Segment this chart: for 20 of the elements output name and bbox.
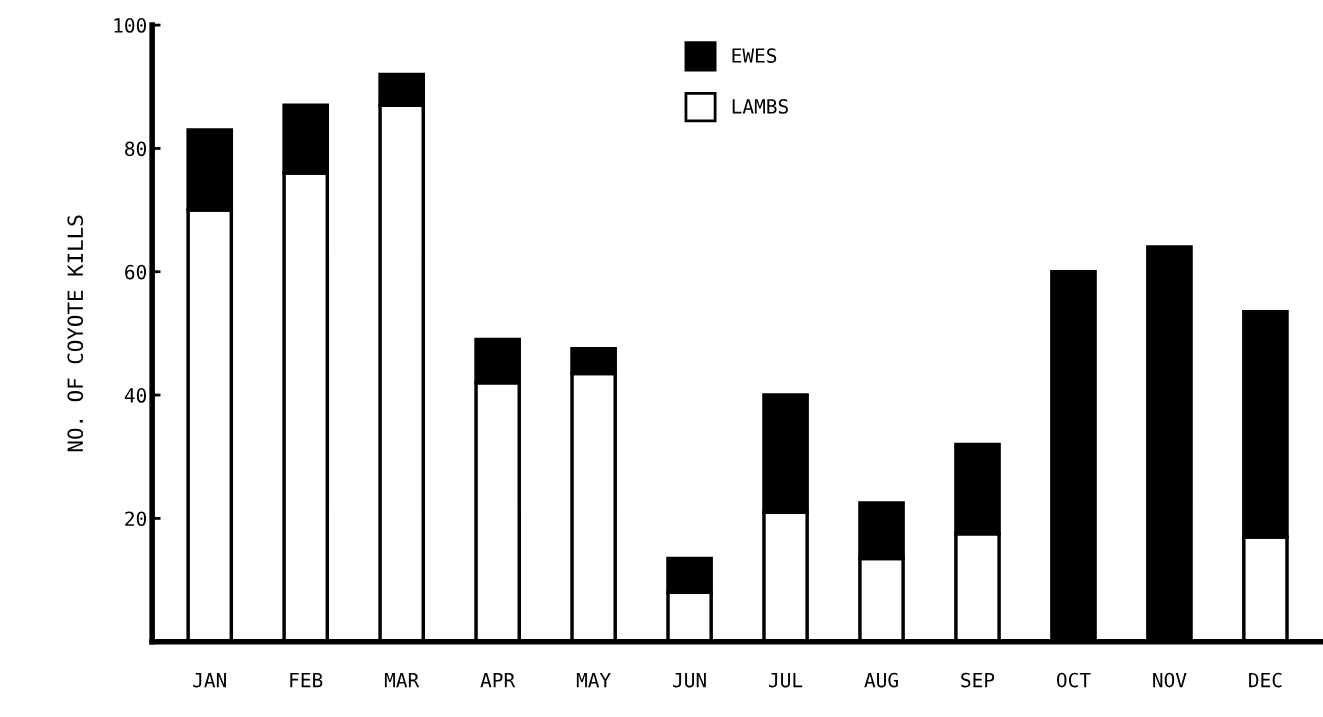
x-tick-label: SEP bbox=[961, 672, 995, 688]
x-tick-label: APR bbox=[480, 672, 516, 688]
y-tick-label: 20 bbox=[125, 511, 147, 527]
x-tick-label: JAN bbox=[193, 672, 226, 688]
x-tick-label: MAY bbox=[576, 672, 611, 688]
y-tick-label: 100 bbox=[114, 18, 147, 33]
x-tick-label: JUL bbox=[769, 672, 803, 688]
x-tick-label: NOV bbox=[1153, 672, 1187, 688]
legend-label: LAMBS bbox=[732, 99, 788, 114]
x-tick-label: MAR bbox=[384, 672, 420, 688]
y-tick-label: 40 bbox=[124, 388, 147, 403]
legend-label: EWES bbox=[732, 48, 777, 63]
y-tick-label: 80 bbox=[125, 141, 147, 157]
x-tick-label: DEC bbox=[1249, 672, 1282, 688]
x-tick-label: JUN bbox=[673, 672, 706, 688]
x-tick-label: AUG bbox=[864, 672, 898, 688]
y-tick-label: 60 bbox=[125, 264, 147, 280]
x-tick-label: OCT bbox=[1057, 672, 1091, 688]
y-axis-title: NO. OF COYOTE KILLS bbox=[67, 215, 84, 452]
x-tick-label: FEB bbox=[290, 672, 323, 688]
